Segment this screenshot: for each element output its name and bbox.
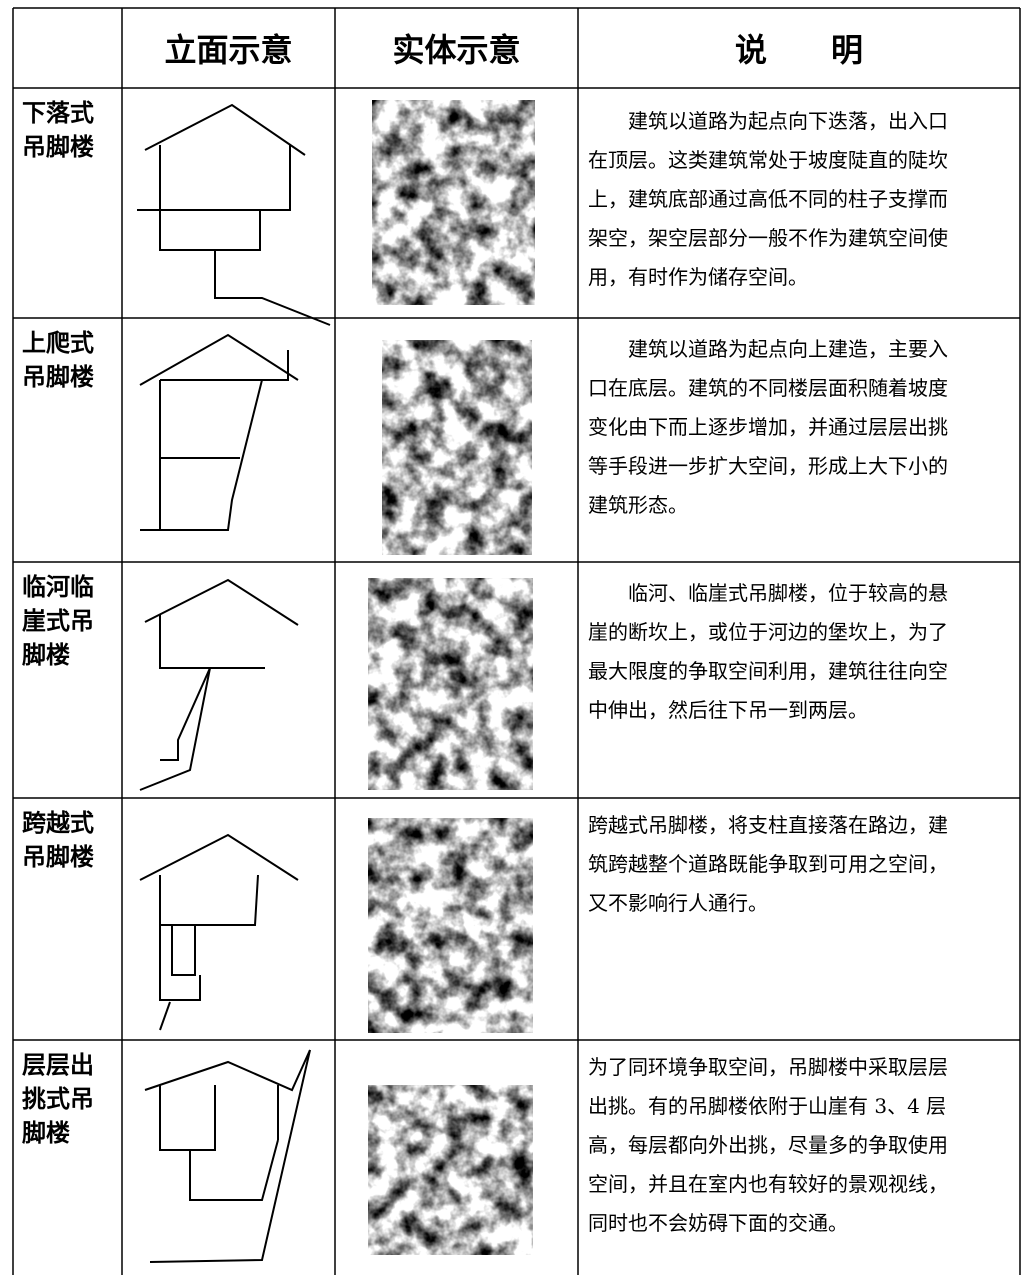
description-line: 建筑以道路为起点向下迭落，出入口 (628, 109, 948, 133)
header-cell: 说 明 (734, 31, 863, 69)
description-line: 建筑以道路为起点向上建造，主要入 (628, 337, 948, 361)
description-line: 中伸出，然后往下吊一到两层。 (588, 698, 868, 722)
description-line: 为了同环境争取空间，吊脚楼中采取层层 (588, 1055, 948, 1079)
type-name-line: 临河临 (22, 573, 94, 601)
type-name-line: 吊脚楼 (22, 843, 94, 871)
description-line: 临河、临崖式吊脚楼，位于较高的悬 (628, 581, 948, 605)
description-line: 跨越式吊脚楼，将支柱直接落在路边，建 (588, 813, 948, 837)
description: 建筑以道路为起点向下迭落，出入口在顶层。这类建筑常处于坡度陡直的陡坎 上，建筑底部… (588, 102, 1020, 297)
description-line: 建筑形态。 (588, 493, 688, 517)
type-name: 层层出 挑式吊 脚楼 (22, 1048, 94, 1150)
description: 为了同环境争取空间，吊脚楼中采取层层 出挑。有的吊脚楼依附于山崖有 3、4 层高，… (588, 1048, 1020, 1243)
description-line: 空间，并且在室内也有较好的景观视线， (588, 1172, 948, 1196)
description-line: 崖的断坎上，或位于河边的堡坎上，为了 (588, 620, 948, 644)
type-name: 下落式 吊脚楼 (22, 96, 94, 164)
type-name-line: 下落式 (22, 99, 94, 127)
type-name: 上爬式 吊脚楼 (22, 326, 94, 394)
photos (368, 100, 535, 1255)
type-name-line: 崖式吊 (22, 607, 94, 635)
type-name-line: 吊脚楼 (22, 133, 94, 161)
description: 临河、临崖式吊脚楼，位于较高的悬崖的断坎上，或位于河边的堡坎上，为了 最大限度的争… (588, 574, 1020, 730)
type-name-line: 脚楼 (22, 1119, 70, 1147)
description: 建筑以道路为起点向上建造，主要入口在底层。建筑的不同楼层面积随着坡度 变化由下而上… (588, 330, 1020, 525)
description-line: 架空，架空层部分一般不作为建筑空间使 (588, 226, 948, 250)
type-name-line: 吊脚楼 (22, 363, 94, 391)
description-line: 上，建筑底部通过高低不同的柱子支撑而 (588, 187, 948, 211)
type-name: 跨越式 吊脚楼 (22, 806, 94, 874)
type-name: 临河临 崖式吊 脚楼 (22, 570, 94, 672)
type-name-line: 脚楼 (22, 641, 70, 669)
description-line: 口在底层。建筑的不同楼层面积随着坡度 (588, 376, 948, 400)
description-line: 变化由下而上逐步增加，并通过层层出挑 (588, 415, 948, 439)
description-line: 等手段进一步扩大空间，形成上大下小的 (588, 454, 948, 478)
header-cell: 立面示意 (164, 31, 293, 69)
description-line: 又不影响行人通行。 (588, 891, 768, 915)
header-cell: 实体示意 (392, 31, 521, 69)
description: 跨越式吊脚楼，将支柱直接落在路边，建 筑跨越整个道路既能争取到可用之空间， 又不影响… (588, 806, 1020, 923)
type-name-line: 跨越式 (22, 809, 94, 837)
description-line: 筑跨越整个道路既能争取到可用之空间， (588, 852, 948, 876)
description-line: 高，每层都向外出挑，尽量多的争取使用 (588, 1133, 948, 1157)
type-name-line: 挑式吊 (22, 1085, 94, 1113)
description-line: 用，有时作为储存空间。 (588, 265, 808, 289)
description-line: 同时也不会妨碍下面的交通。 (588, 1211, 848, 1235)
type-name-line: 上爬式 (22, 329, 94, 357)
elevation-sketches (137, 103, 331, 1263)
type-name-line: 层层出 (22, 1051, 94, 1079)
description-line: 出挑。有的吊脚楼依附于山崖有 3、4 层 (588, 1094, 947, 1118)
description-line: 最大限度的争取空间利用，建筑往往向空 (588, 659, 948, 683)
description-line: 在顶层。这类建筑常处于坡度陡直的陡坎 (588, 148, 948, 172)
grid (12, 7, 1021, 1275)
